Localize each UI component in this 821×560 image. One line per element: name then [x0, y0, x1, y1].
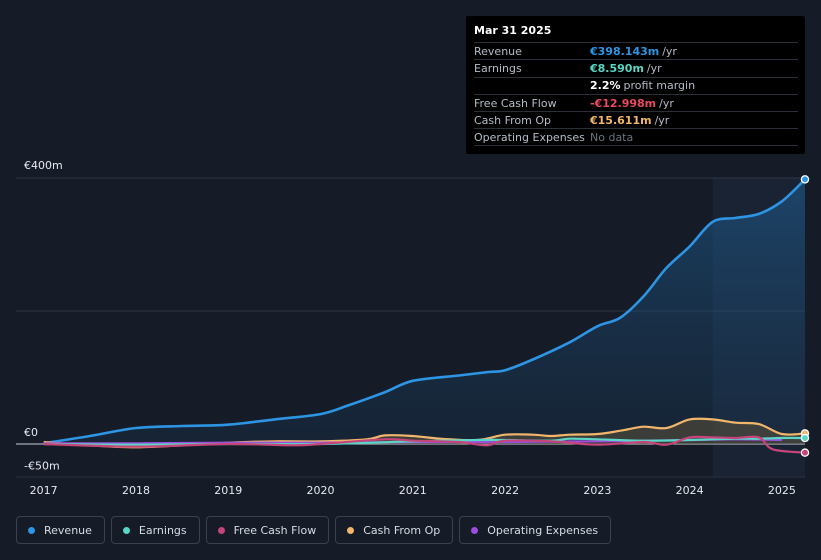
y-axis-labels: €400m €0 -€50m	[24, 159, 63, 472]
tooltip-row-profit-margin: 2.2% profit margin	[474, 76, 798, 94]
tooltip-unit: /yr	[659, 96, 674, 110]
free-cash-flow-end-marker	[800, 448, 810, 457]
tooltip-row-free-cash-flow: Free Cash Flow -€12.998m /yr	[474, 93, 798, 111]
tooltip-value: No data	[590, 130, 634, 144]
revenue-line	[43, 178, 806, 445]
legend-item-cash-from-op[interactable]: Cash From Op	[335, 516, 454, 544]
legend-label: Revenue	[44, 523, 92, 537]
tooltip-value: 2.2%	[590, 79, 621, 93]
tooltip-row-operating-expenses: Operating Expenses No data	[474, 128, 798, 146]
tooltip-value: €8.590m	[590, 61, 644, 75]
tooltip-row-cash-from-op: Cash From Op €15.611m /yr	[474, 111, 798, 128]
x-tick-label: 2024	[676, 484, 704, 497]
tooltip-date: Mar 31 2025	[474, 24, 552, 37]
legend-item-operating-expenses[interactable]: Operating Expenses	[459, 516, 612, 544]
x-tick-label: 2020	[307, 484, 335, 497]
x-tick-label: 2021	[399, 484, 427, 497]
revenue-area	[43, 179, 805, 445]
tooltip-unit: profit margin	[623, 79, 696, 93]
earnings-end-marker	[800, 433, 810, 443]
y-tick-label: €0	[24, 426, 38, 439]
tooltip-unit: /yr	[646, 61, 662, 75]
tooltip-value: -€12.998m	[590, 96, 657, 110]
legend-item-earnings[interactable]: Earnings	[110, 516, 200, 544]
legend-label: Earnings	[138, 523, 187, 537]
x-axis-labels: 2017 2018 2019 2020 2021 2022 2023 2024 2025	[30, 484, 796, 497]
cash-from-op-dot-icon	[347, 526, 355, 534]
earnings-dot-icon	[122, 526, 130, 534]
tooltip-label: Earnings	[474, 61, 522, 75]
free-cash-flow-line	[43, 435, 806, 454]
x-tick-label: 2017	[30, 484, 58, 497]
y-tick-label: €400m	[24, 159, 63, 172]
chart-area: €400m €0 -€50m 2017 2018 2019 2020 2021 2022 202…	[16, 159, 810, 497]
x-tick-label: 2018	[122, 484, 150, 497]
revenue-dot-icon	[28, 526, 35, 534]
tooltip-label: Revenue	[474, 44, 522, 58]
operating-expenses-dot-icon	[471, 526, 479, 534]
legend-item-revenue[interactable]: Revenue	[16, 516, 105, 544]
series-layer	[43, 175, 810, 457]
tooltip-label: Free Cash Flow	[474, 96, 557, 110]
x-tick-label: 2023	[583, 484, 611, 497]
revenue-end-marker	[800, 175, 810, 184]
tooltip-label: Operating Expenses	[474, 130, 585, 144]
x-tick-label: 2022	[491, 484, 519, 497]
y-tick-label: -€50m	[24, 459, 60, 472]
legend: Revenue Earnings Free Cash Flow Cash Fro…	[16, 516, 612, 544]
tooltip-label: Cash From Op	[474, 113, 552, 127]
data-tooltip: Mar 31 2025 Revenue €398.143m /yr Earnin…	[466, 16, 805, 154]
legend-label: Free Cash Flow	[233, 523, 317, 537]
tooltip-unit: /yr	[654, 113, 670, 127]
x-tick-label: 2025	[768, 484, 796, 497]
tooltip-value: €398.143m	[590, 44, 660, 58]
tooltip-unit: /yr	[662, 44, 677, 58]
legend-label: Cash From Op	[363, 523, 441, 537]
legend-label: Operating Expenses	[487, 523, 599, 537]
tooltip-row-earnings: Earnings €8.590m /yr	[474, 59, 798, 76]
free-cash-flow-dot-icon	[217, 526, 225, 534]
tooltip-value: €15.611m	[590, 113, 652, 127]
tooltip-row-revenue: Revenue €398.143m /yr	[474, 42, 798, 59]
x-tick-label: 2019	[214, 484, 242, 497]
legend-item-free-cash-flow[interactable]: Free Cash Flow	[205, 516, 330, 544]
